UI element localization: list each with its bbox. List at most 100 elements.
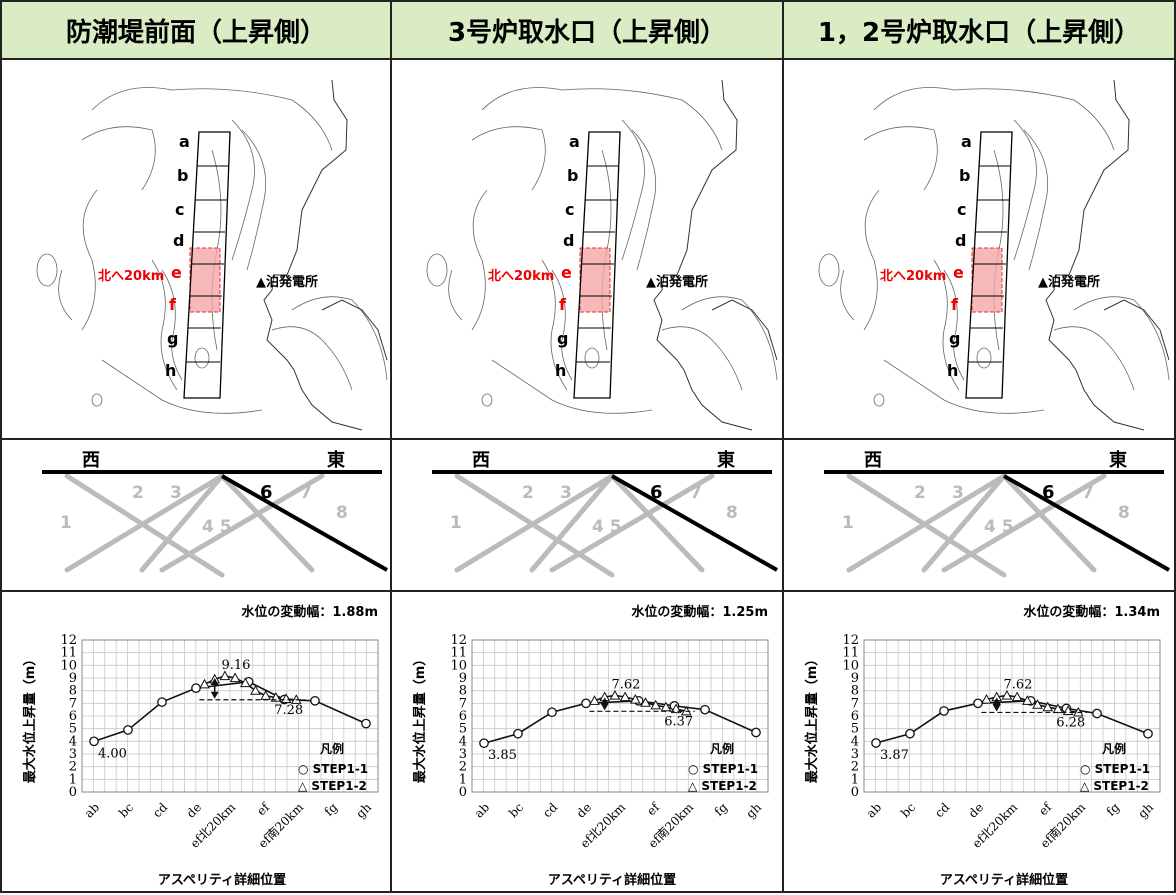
- fault-number: 1: [450, 513, 462, 533]
- x-tick-label: cd: [540, 800, 560, 820]
- segment-label: h: [947, 361, 958, 380]
- y-tick-label: 3: [851, 747, 859, 762]
- segment-label: b: [177, 166, 188, 185]
- x-tick-label: bc: [898, 800, 918, 820]
- start-annotation: 3.85: [488, 748, 517, 763]
- fault-number: 8: [1118, 503, 1130, 523]
- y-tick-label: 9: [69, 671, 77, 686]
- x-tick-label: ab: [82, 800, 103, 821]
- y-tick-label: 5: [69, 722, 77, 737]
- panel-column: 3号炉取水口（上昇側）: [392, 0, 784, 893]
- y-axis-label: 最大水位上昇量（m）: [804, 653, 820, 784]
- min-annotation: 7.28: [274, 703, 303, 718]
- arrow-head: [600, 703, 609, 711]
- arrow-head: [210, 691, 219, 699]
- segment-label: b: [959, 166, 970, 185]
- panel-title: 3号炉取水口（上昇側）: [392, 0, 782, 60]
- segment-label: a: [961, 132, 972, 151]
- plot-frame: [81, 639, 379, 793]
- x-tick-label: ef: [1036, 799, 1055, 818]
- arrow-head: [992, 697, 1001, 705]
- y-tick-label: 4: [851, 734, 859, 749]
- y-tick-label: 12: [450, 633, 467, 648]
- min-annotation: 6.37: [664, 714, 693, 729]
- data-point: [751, 727, 761, 738]
- data-point: [973, 698, 983, 709]
- y-tick-label: 12: [842, 633, 859, 648]
- x-tick-label: cd: [932, 800, 952, 820]
- y-tick-label: 10: [60, 658, 77, 673]
- fault-cross-section: 西 東 1 2 3 4 5 7 8 6: [392, 440, 782, 592]
- y-tick-label: 10: [450, 658, 467, 673]
- series-line: [875, 699, 1149, 744]
- data-point: [650, 699, 662, 710]
- fault-number: 8: [726, 503, 738, 523]
- fault-number-highlight: 6: [1042, 482, 1055, 503]
- arrow-head: [600, 697, 609, 705]
- segment-label: c: [175, 200, 184, 219]
- fault-number: 1: [60, 513, 72, 533]
- y-tick-label: 3: [69, 747, 77, 762]
- y-tick-label: 0: [69, 785, 77, 800]
- y-tick-label: 1: [69, 772, 77, 787]
- fault-cross-section: 西 東 1 2 3 4 5 7 8 6: [784, 440, 1174, 592]
- segment-label: d: [173, 231, 184, 250]
- north-label: 北へ20km: [488, 269, 554, 284]
- data-point: [1143, 728, 1153, 739]
- y-tick-label: 1: [459, 772, 467, 787]
- y-tick-label: 10: [842, 658, 859, 673]
- segment-label: g: [949, 329, 960, 348]
- segment-label: d: [563, 231, 574, 250]
- data-point: [229, 672, 241, 683]
- data-point: [219, 670, 231, 681]
- data-point: [1021, 695, 1033, 705]
- legend-step1-2: △ STEP1-2: [688, 779, 757, 793]
- y-tick-label: 5: [459, 722, 467, 737]
- data-point: [700, 704, 710, 715]
- data-point: [191, 683, 201, 693]
- data-point: [640, 697, 651, 707]
- y-tick-label: 4: [459, 734, 467, 749]
- y-tick-label: 11: [60, 646, 77, 661]
- y-tick-label: 8: [459, 684, 467, 699]
- plot-frame: [471, 639, 769, 793]
- legend-step1-2: △ STEP1-2: [298, 779, 367, 793]
- data-point: [250, 685, 261, 695]
- plant-label: ▲泊発電所: [1038, 274, 1100, 290]
- fault-number: 2: [132, 483, 144, 503]
- series-line: [93, 680, 367, 743]
- arrow-head: [992, 704, 1001, 712]
- y-tick-label: 9: [851, 671, 859, 686]
- fault-number: 7: [1082, 483, 1094, 503]
- legend-step1-2: △ STEP1-2: [1080, 779, 1149, 793]
- fault-number: 4 5: [592, 517, 622, 537]
- segment-label: g: [167, 329, 178, 348]
- legend-step1-1: ○ STEP1-1: [298, 762, 368, 776]
- west-label: 西: [82, 450, 100, 471]
- x-tick-label: ef: [644, 799, 663, 818]
- data-point: [1042, 701, 1054, 712]
- y-tick-label: 2: [69, 760, 77, 775]
- data-point: [547, 707, 557, 718]
- data-point: [479, 738, 489, 749]
- x-tick-label: gh: [353, 800, 374, 821]
- variation-label: 水位の変動幅：1.88m: [241, 604, 378, 620]
- fault-number: 8: [336, 503, 348, 523]
- panel-column: 1，2号炉取水口（上昇側）: [784, 0, 1176, 893]
- x-tick-label: bc: [116, 800, 136, 820]
- east-label: 東: [327, 449, 345, 471]
- fault-number: 7: [300, 483, 312, 503]
- x-tick-label: fg: [322, 800, 341, 819]
- y-tick-label: 6: [69, 709, 77, 724]
- fault-number: 4 5: [984, 517, 1014, 537]
- segment-label: e: [561, 263, 572, 282]
- y-tick-label: 1: [851, 772, 859, 787]
- x-tick-label: gh: [743, 800, 764, 821]
- segment-label: c: [565, 200, 574, 219]
- y-tick-label: 7: [69, 696, 77, 711]
- north-label: 北へ20km: [98, 269, 164, 284]
- x-tick-label: ab: [472, 800, 493, 821]
